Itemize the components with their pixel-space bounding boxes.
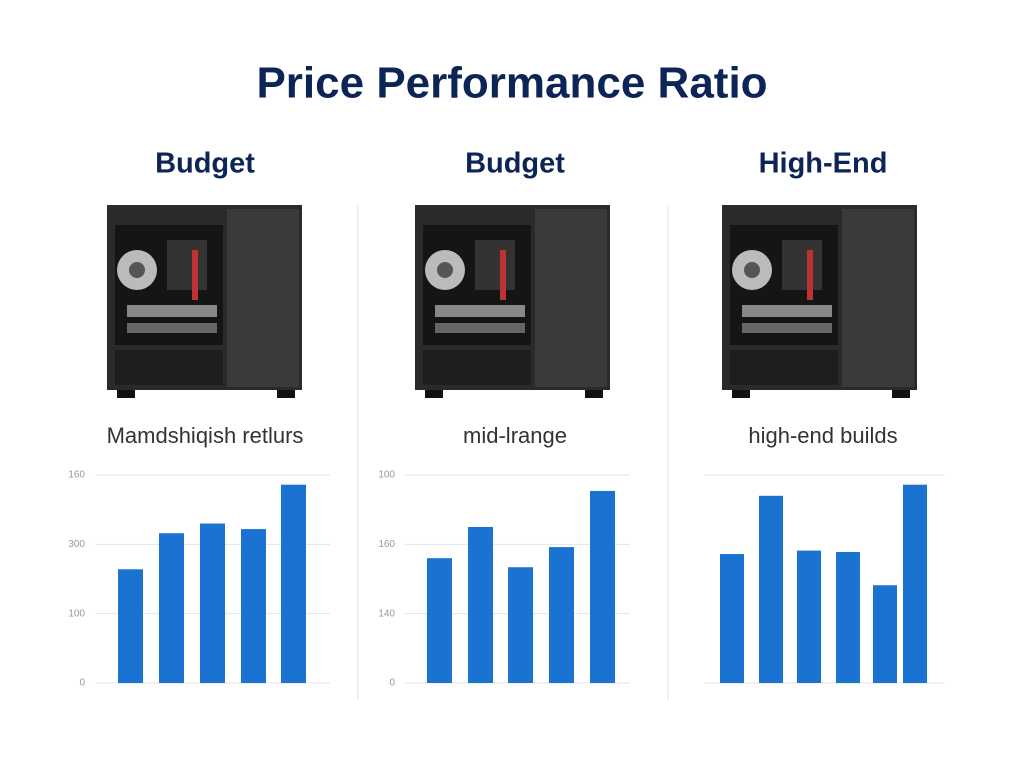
pc-image (107, 205, 302, 398)
panel-subtitle: mid-lrange (463, 423, 567, 448)
panel-title: High-End (759, 148, 888, 180)
bar (427, 558, 452, 683)
pc-image (722, 205, 917, 398)
panel-subtitle: Mamdshiqish retlurs (107, 423, 304, 448)
bar (159, 533, 184, 683)
bar (590, 490, 615, 683)
panel-title: Budget (155, 148, 255, 180)
bar (241, 529, 266, 683)
bar (508, 567, 533, 683)
y-tick-label: 160 (378, 539, 395, 550)
panel-subtitle: high-end builds (748, 423, 897, 448)
bar (759, 495, 783, 683)
panel-title: Budget (465, 148, 565, 180)
bar (797, 550, 821, 683)
bar (836, 551, 860, 683)
bar (118, 569, 143, 683)
y-tick-label: 0 (389, 678, 395, 689)
bar (873, 585, 897, 683)
pc-image (415, 205, 610, 398)
page-title: Price Performance Ratio (256, 59, 767, 108)
bar (468, 527, 493, 683)
y-tick-label: 0 (79, 678, 85, 689)
y-tick-label: 100 (378, 470, 395, 481)
y-tick-label: 100 (68, 608, 85, 619)
bar (200, 523, 225, 683)
y-tick-label: 160 (68, 470, 85, 481)
y-tick-label: 300 (68, 539, 85, 550)
bar (281, 484, 306, 683)
bar (720, 554, 744, 683)
bar (549, 547, 574, 683)
y-tick-label: 140 (378, 608, 395, 619)
bar (903, 484, 927, 683)
